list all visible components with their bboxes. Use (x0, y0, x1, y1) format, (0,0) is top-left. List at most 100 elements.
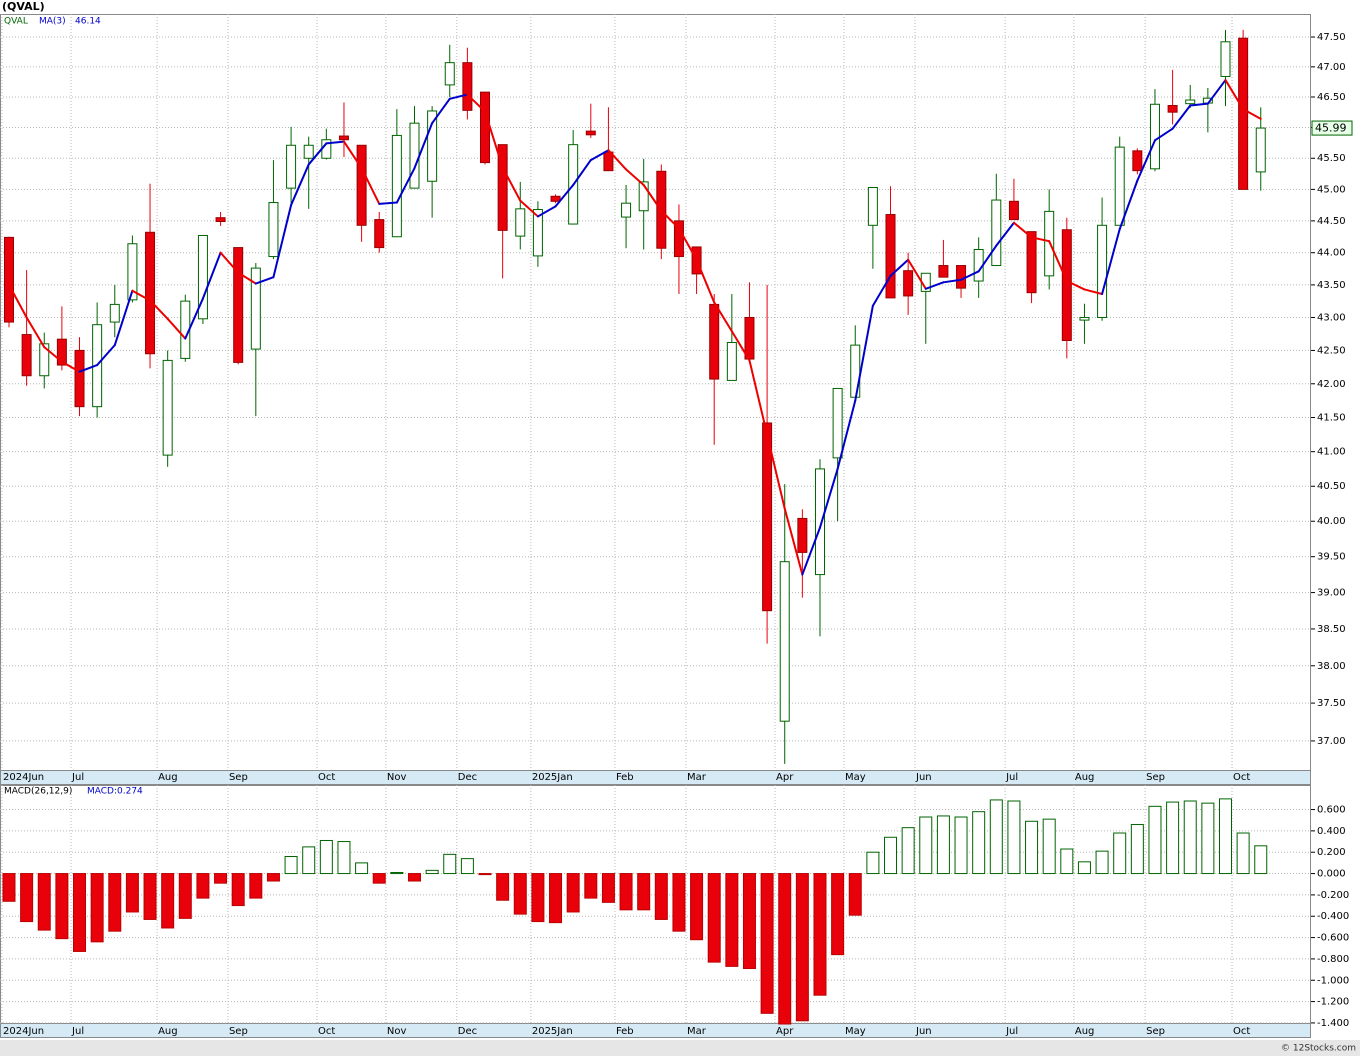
candle-body (21, 334, 32, 377)
x-tick-label: Aug (158, 772, 178, 783)
ma-segment (1242, 108, 1262, 120)
candle-body (991, 199, 1002, 267)
ma-segment (801, 526, 821, 576)
candle-body (39, 343, 50, 377)
ma-segment (149, 299, 169, 320)
candle-body (286, 144, 297, 189)
macd-bar (1166, 801, 1180, 875)
macd-bar (496, 873, 510, 901)
candle-body (621, 202, 632, 218)
x-tick-label: Jul (71, 1026, 84, 1037)
ma-segment (448, 93, 469, 100)
ma-segment (660, 209, 680, 230)
ma-segment (272, 204, 293, 279)
y-tick-label: 40.00 (1317, 516, 1346, 527)
macd-bar (284, 855, 298, 875)
ma-segment (783, 507, 804, 576)
ma-segment (889, 258, 910, 277)
macd-bar (37, 873, 51, 931)
candle-body (673, 220, 684, 258)
macd-bar (2, 873, 16, 902)
x-tick-label: 2025Jan (532, 772, 573, 783)
legend-ma: MA(3) (39, 17, 66, 27)
macd-bar (319, 839, 333, 875)
ma-segment (7, 283, 28, 319)
candle-body (603, 151, 614, 172)
ma-segment (836, 399, 857, 470)
macd-bar (1095, 850, 1109, 875)
y-tick-label: 41.00 (1317, 447, 1346, 458)
macd-bar (707, 873, 721, 963)
macd-label: MACD:0.274 (87, 787, 143, 797)
candle-body (303, 144, 314, 159)
ma-segment (325, 140, 345, 145)
ma-segment (1224, 79, 1245, 111)
ma-segment (536, 205, 557, 218)
y-tick-label: -1.200 (1317, 997, 1349, 1008)
ma-segment (131, 289, 152, 302)
macd-bar (725, 873, 739, 967)
macd-bar (549, 873, 563, 924)
macd-bar (178, 873, 192, 919)
ma-segment (924, 281, 945, 290)
legend-symbol: QVAL (4, 17, 28, 27)
x-tick-label: Jul (1005, 1026, 1018, 1037)
candle-body (409, 122, 420, 189)
macd-bar (1042, 818, 1056, 875)
macd-bar (531, 873, 545, 923)
y-tick-label: 45.50 (1317, 153, 1346, 164)
macd-bar (989, 799, 1003, 875)
y-tick-label: 39.50 (1317, 552, 1346, 563)
y-tick-label: 46.50 (1317, 92, 1346, 103)
x-tick-label: Sep (229, 1026, 248, 1037)
ma-segment (642, 184, 663, 212)
ma-segment (60, 360, 81, 373)
candle-body (1167, 104, 1178, 113)
ma-segment (695, 258, 716, 304)
ma-segment (607, 149, 628, 171)
y-tick-label: -1.400 (1317, 1018, 1349, 1029)
footer-bar (0, 1040, 1360, 1056)
ma-segment (219, 251, 240, 274)
ma-segment (1189, 102, 1209, 107)
y-tick-label: 41.50 (1317, 413, 1346, 424)
macd-bar (161, 873, 175, 929)
y-tick-label: 38.00 (1317, 661, 1346, 672)
macd-bar (20, 873, 34, 923)
macd-bar (425, 869, 439, 875)
macd-bar (972, 811, 986, 875)
macd-bar (1254, 845, 1268, 875)
candle-body (832, 387, 843, 459)
ma-segment (360, 167, 381, 205)
macd-bar (813, 873, 827, 996)
ma-segment (942, 278, 963, 284)
ma-segment (625, 168, 645, 187)
x-tick-label: Oct (1233, 1026, 1250, 1037)
y-tick-label: 38.50 (1317, 624, 1346, 635)
macd-bar (831, 873, 845, 956)
x-tick-label: Jul (1005, 772, 1018, 783)
candle-body (762, 422, 773, 612)
x-axis-strip (0, 770, 1311, 785)
macd-bar (637, 873, 651, 911)
y-tick-label: 39.00 (1317, 588, 1346, 599)
x-tick-label: 2025Jan (532, 1026, 573, 1037)
ma-segment (342, 140, 363, 170)
x-tick-label: Jul (71, 772, 84, 783)
candle-body (550, 195, 561, 202)
ma-segment (1101, 228, 1121, 295)
y-tick-label: 44.50 (1317, 216, 1346, 227)
candle-body (268, 202, 279, 258)
y-tick-label: 40.50 (1317, 481, 1346, 492)
x-tick-label: Mar (687, 1026, 707, 1037)
candle-body (497, 144, 508, 231)
ma-segment (1012, 221, 1033, 239)
x-tick-label: Aug (1075, 772, 1095, 783)
macd-bar (108, 873, 122, 932)
candle-body (427, 110, 438, 182)
candle-body (1079, 316, 1090, 321)
macd-bar (1236, 832, 1250, 875)
ma-segment (1065, 280, 1086, 291)
ma-segment (977, 244, 998, 273)
macd-bar (1077, 861, 1091, 875)
